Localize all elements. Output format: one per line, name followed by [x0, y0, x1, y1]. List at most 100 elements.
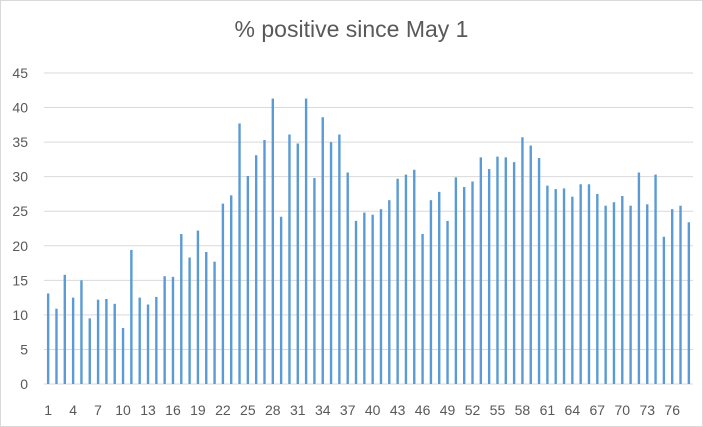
- bar-46: [421, 234, 424, 384]
- x-tick-label: 46: [415, 402, 431, 418]
- bar-77: [679, 205, 682, 384]
- x-tick-label: 28: [265, 402, 281, 418]
- x-tick-label: 1: [44, 402, 52, 418]
- bar-18: [188, 257, 191, 384]
- bar-50: [454, 177, 458, 384]
- bar-10: [121, 328, 125, 384]
- x-tick-label: 4: [69, 402, 77, 418]
- bar-9: [113, 303, 116, 384]
- x-tick-label: 16: [165, 402, 181, 418]
- bar-59: [529, 145, 532, 384]
- x-tick-label: 58: [515, 402, 531, 418]
- bar-44: [404, 174, 408, 384]
- bar-40: [371, 214, 374, 384]
- bar-63: [562, 188, 566, 384]
- bar-36: [338, 134, 341, 384]
- bar-62: [554, 189, 557, 384]
- bar-13: [146, 304, 150, 384]
- y-tick-label: 40: [12, 100, 28, 116]
- y-tick-label: 5: [20, 341, 28, 357]
- x-tick-label: 67: [590, 402, 606, 418]
- x-tick-label: 10: [115, 402, 131, 418]
- y-tick-label: 10: [12, 307, 28, 323]
- bar-16: [171, 276, 175, 384]
- x-tick-label: 22: [215, 402, 231, 418]
- x-tick-label: 40: [365, 402, 381, 418]
- x-tick-label: 34: [315, 402, 331, 418]
- x-tick-label: 61: [540, 402, 556, 418]
- bar-55: [496, 156, 499, 384]
- bar-15: [163, 276, 166, 384]
- y-tick-label: 30: [12, 169, 28, 185]
- bar-3: [63, 274, 66, 384]
- y-tick-label: 15: [12, 272, 28, 288]
- bar-61: [546, 185, 549, 384]
- bar-25: [246, 175, 250, 384]
- bar-66: [587, 184, 591, 384]
- bar-65: [579, 184, 582, 384]
- x-tick-label: 73: [639, 402, 655, 418]
- bar-47: [429, 200, 433, 384]
- bar-42: [388, 200, 391, 384]
- x-tick-label: 37: [340, 402, 356, 418]
- bar-51: [462, 187, 466, 384]
- bar-54: [487, 169, 491, 384]
- bar-69: [612, 202, 616, 384]
- x-tick-label: 55: [490, 402, 506, 418]
- gridlines: [44, 72, 693, 385]
- x-tick-label: 76: [664, 402, 680, 418]
- bar-76: [671, 209, 674, 384]
- bar-73: [646, 204, 649, 384]
- bar-14: [155, 296, 158, 384]
- y-tick-label: 20: [12, 238, 28, 254]
- bar-22: [221, 203, 225, 384]
- x-tick-label: 25: [240, 402, 256, 418]
- bar-38: [354, 220, 358, 384]
- bar-11: [130, 249, 133, 384]
- bar-43: [396, 178, 399, 384]
- bar-17: [180, 234, 183, 384]
- bar-75: [662, 236, 666, 384]
- bar-58: [521, 137, 524, 384]
- bar-24: [238, 123, 241, 384]
- bar-27: [263, 140, 266, 384]
- bar-56: [504, 157, 507, 384]
- bar-8: [105, 298, 108, 384]
- bar-53: [479, 157, 483, 384]
- bar-12: [138, 297, 141, 384]
- y-tick-label: 35: [12, 134, 28, 150]
- bar-70: [621, 196, 624, 384]
- bar-78: [687, 222, 691, 384]
- x-tick-label: 7: [94, 402, 102, 418]
- bar-31: [296, 143, 299, 384]
- bar-21: [213, 261, 216, 384]
- bar-72: [637, 172, 641, 384]
- bar-19: [196, 230, 200, 384]
- bar-41: [379, 209, 383, 384]
- y-axis-labels: 0 5 10 15 20 25 30 35 40 45: [12, 65, 28, 392]
- x-axis-labels: 1 4 7 10 13 16 19 22 25 28 31 34 37 40 43 46 49 52 55 58 61 6…: [44, 402, 680, 418]
- bar-30: [288, 134, 291, 384]
- bar-32: [304, 98, 308, 384]
- bar-49: [446, 220, 449, 384]
- chart-title: % positive since May 1: [234, 16, 469, 42]
- bar-71: [629, 205, 632, 384]
- y-tick-label: 25: [12, 203, 28, 219]
- bar-68: [604, 205, 607, 384]
- bar-series: [46, 98, 691, 384]
- bar-23: [230, 195, 233, 384]
- bar-7: [96, 299, 100, 384]
- x-tick-label: 70: [614, 402, 630, 418]
- x-tick-label: 13: [140, 402, 156, 418]
- bar-74: [654, 174, 657, 384]
- bar-57: [512, 162, 516, 384]
- x-tick-label: 49: [440, 402, 456, 418]
- bar-26: [254, 155, 258, 384]
- x-tick-label: 43: [390, 402, 406, 418]
- bar-6: [88, 318, 91, 384]
- bar-67: [596, 193, 599, 384]
- bar-29: [279, 216, 283, 384]
- bar-35: [329, 142, 333, 384]
- x-tick-label: 31: [290, 402, 306, 418]
